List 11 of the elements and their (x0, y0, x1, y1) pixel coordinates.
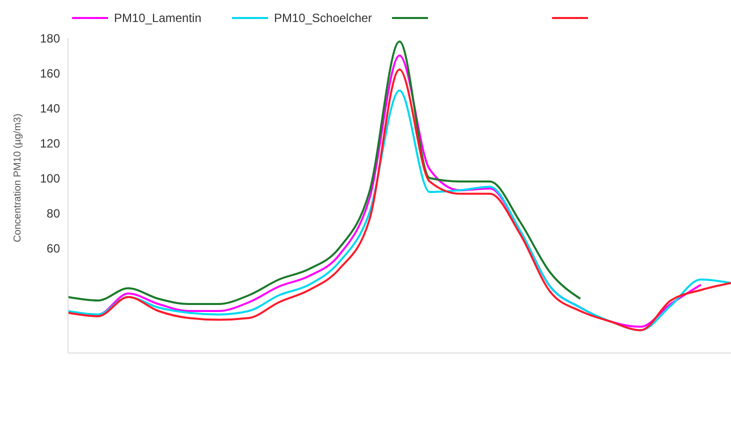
y-tick-label: 120 (40, 136, 60, 150)
y-tick-label: 80 (46, 206, 60, 220)
line-series (67, 40, 582, 305)
y-tick-label: 160 (40, 66, 60, 80)
y-tick-label: 60 (46, 241, 60, 256)
legend-label: PM10_Schoelcher (274, 11, 372, 25)
y-tick-label: 100 (40, 171, 60, 186)
legend-label: PM10_Lamentin (114, 11, 202, 25)
y-tick-label: 140 (40, 101, 60, 116)
y-axis-title: Concentration PM10 (µg/m3) (12, 114, 24, 242)
y-tick-label: 180 (40, 31, 60, 46)
